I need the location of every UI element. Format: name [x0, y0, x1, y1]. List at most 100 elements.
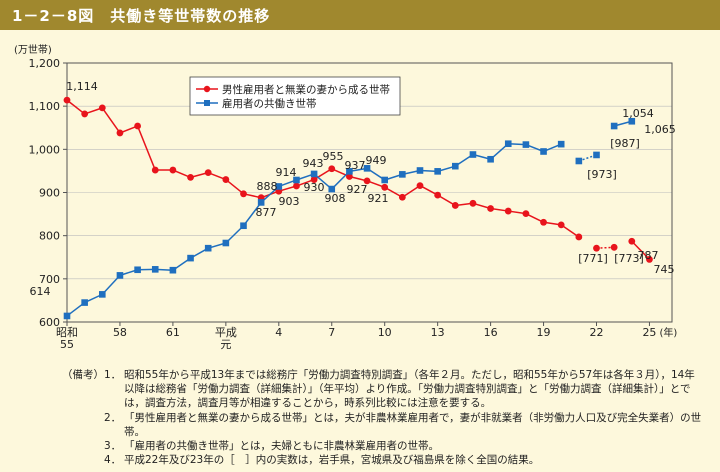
data-point: [363, 177, 371, 185]
series-line: [631, 240, 650, 260]
data-point: [557, 221, 565, 229]
series-line: [136, 125, 156, 171]
data-point: [187, 254, 194, 262]
data-point: [63, 312, 71, 320]
data-point: [381, 183, 389, 191]
x-tick-label: 平成: [215, 326, 237, 339]
x-tick-label: 13: [431, 326, 445, 339]
data-label: [771]: [578, 252, 608, 265]
data-label: 930: [304, 181, 325, 194]
data-label: [773]: [614, 252, 644, 265]
legend-marker: [203, 85, 211, 93]
data-point: [399, 171, 406, 178]
data-point: [346, 168, 353, 175]
data-point: [63, 96, 71, 104]
note-number: 4．: [104, 454, 122, 467]
data-point: [187, 173, 194, 181]
data-point: [257, 199, 265, 206]
series-line: [101, 107, 121, 134]
data-point: [452, 162, 459, 170]
note-number: 1．: [104, 369, 122, 381]
data-point: [293, 176, 300, 184]
note-item: 1． 昭和55年から平成13年までは総務庁「労働力調査特別調査」（各年２月。ただし…: [104, 368, 704, 411]
data-point: [487, 155, 494, 163]
note-number: 3．: [104, 440, 122, 453]
data-point: [504, 140, 512, 148]
notes-label: （備考）: [62, 369, 104, 381]
legend-label: 男性雇用者と無業の妻から成る世帯: [222, 83, 390, 96]
x-unit-label: (年): [659, 326, 677, 339]
data-point: [81, 299, 88, 306]
data-point: [116, 272, 124, 279]
data-point: [646, 256, 653, 263]
data-point: [557, 140, 565, 148]
series-dual-earner: [63, 117, 636, 320]
data-point: [222, 239, 230, 247]
data-point: [134, 266, 141, 274]
data-label: [973]: [587, 168, 617, 181]
x-tick-label: 19: [537, 326, 551, 339]
data-label: 921: [368, 192, 389, 205]
data-point: [310, 170, 318, 178]
data-point: [504, 207, 512, 215]
line-chart: 600 700 800 900 1,000 1,100 1,200(万世帯) 昭和55 58 61…: [14, 43, 677, 351]
data-point: [540, 148, 547, 155]
data-point: [522, 141, 530, 148]
data-label: 877: [256, 206, 277, 219]
legend-box: [189, 76, 401, 116]
data-point: [328, 165, 336, 173]
data-point: [628, 237, 636, 245]
data-point: [363, 165, 371, 172]
data-point: [346, 173, 353, 180]
y-tick-label: 600: [39, 316, 60, 329]
x-tick-label: 元: [220, 338, 231, 351]
y-tick-label: 800: [39, 230, 60, 243]
series-line: [401, 184, 421, 198]
data-point: [451, 202, 459, 209]
data-label: 943: [303, 157, 324, 170]
title-bar: 1－2－8図 共働き等世帯数の推移: [0, 0, 720, 30]
data-point: [398, 193, 406, 201]
chart-title: 1－2－8図 共働き等世帯数の推移: [12, 7, 271, 25]
axes: 600 700 800 900 1,000 1,100 1,200(万世帯) 昭和55 58 61…: [14, 43, 677, 351]
y-axis-label: (万世帯): [14, 43, 52, 56]
data-label: 955: [323, 150, 344, 163]
y-tick-label: 1,200: [29, 57, 61, 70]
data-point: [222, 176, 230, 183]
x-tick-label: 58: [113, 326, 127, 339]
x-tick-label: 16: [484, 326, 498, 339]
x-tick-label: 25: [642, 326, 656, 339]
note-text: 昭和55年から平成13年までは総務庁「労働力調査特別調査」（各年２月。ただし，昭…: [124, 369, 695, 410]
data-point: [204, 244, 212, 252]
data-point: [575, 157, 583, 165]
x-tick-label: 61: [166, 326, 180, 339]
data-point: [416, 182, 424, 189]
data-point: [81, 110, 89, 118]
note-item: 2． 「男性雇用者と無業の妻から成る世帯」とは，夫が非農林業雇用者で，妻が非就業者…: [104, 411, 704, 439]
note-item: 4． 平成22年及び23年の［ ］内の実数は，岩手県，宮城県及び福島県を除く全国の…: [104, 453, 704, 467]
data-point: [151, 166, 159, 174]
note-number: 2．: [104, 411, 122, 424]
data-point: [469, 199, 477, 207]
data-point: [593, 244, 600, 252]
x-tick-label: 4: [275, 326, 282, 339]
y-tick-label: 1,000: [29, 143, 61, 156]
data-point: [469, 151, 477, 158]
data-point: [540, 218, 547, 226]
data-label: 914: [276, 166, 297, 179]
data-label: 1,114: [66, 80, 98, 93]
data-label: 1,054: [622, 107, 654, 120]
series-line: [66, 99, 86, 115]
data-point: [98, 104, 106, 112]
series-line: [242, 201, 262, 227]
data-label: 787: [638, 249, 659, 262]
y-tick-label: 900: [39, 187, 60, 200]
data-point: [240, 190, 247, 198]
data-point: [434, 191, 442, 199]
data-point: [169, 266, 177, 274]
x-tick-label: 7: [328, 326, 335, 339]
data-point: [434, 168, 441, 175]
series-line: [596, 246, 615, 249]
data-point: [575, 233, 583, 241]
